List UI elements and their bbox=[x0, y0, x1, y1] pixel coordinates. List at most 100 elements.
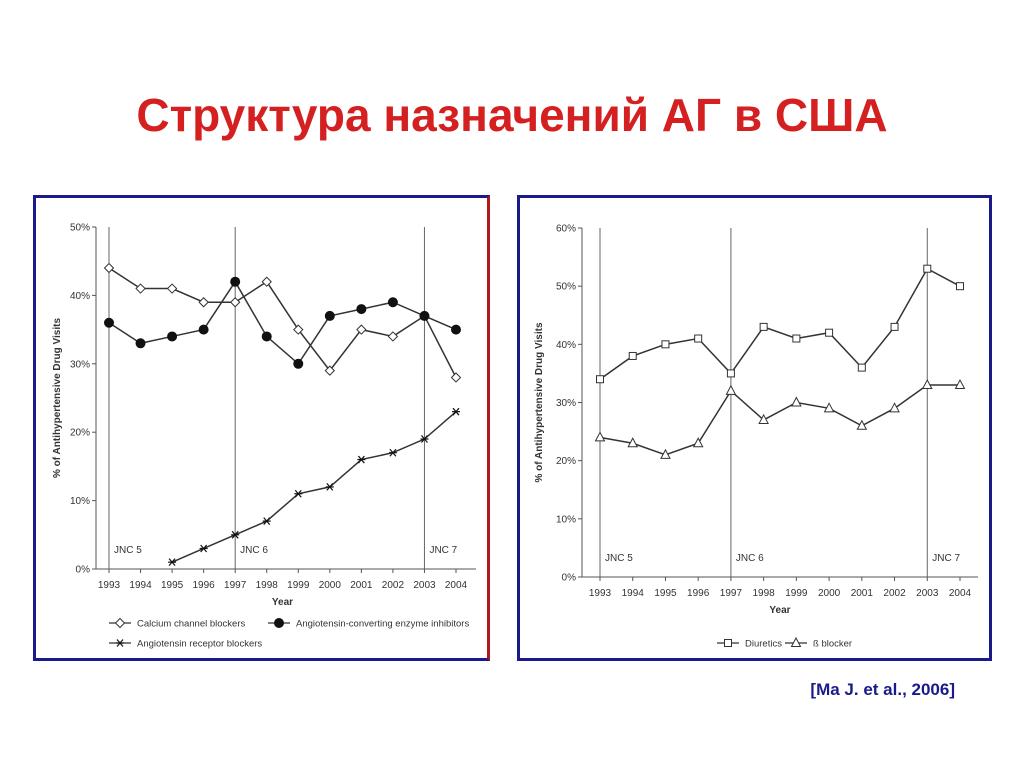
data-point bbox=[387, 297, 398, 308]
y-tick-label: 50% bbox=[70, 223, 90, 234]
star-marker-stroke bbox=[231, 530, 239, 539]
star-marker-stroke bbox=[326, 483, 334, 491]
star-marker-stroke bbox=[294, 489, 302, 498]
x-tick-label: 1995 bbox=[161, 580, 184, 591]
x-tick-label: 1994 bbox=[129, 580, 152, 591]
annotation-label: JNC 5 bbox=[605, 553, 633, 564]
data-point bbox=[954, 378, 966, 390]
chart-right: 0% 10% 20% 30% 40% 50% 60% 1993 1994 1995 1996 1997… bbox=[534, 224, 978, 650]
y-tick-label: 50% bbox=[556, 282, 576, 293]
data-point bbox=[135, 338, 146, 349]
data-point bbox=[792, 334, 801, 343]
series-line bbox=[108, 267, 457, 378]
data-point bbox=[135, 283, 146, 294]
series-line bbox=[108, 280, 457, 365]
x-tick-label: 2003 bbox=[916, 588, 939, 599]
data-point bbox=[356, 324, 367, 335]
data-point bbox=[661, 340, 670, 349]
y-tick-label: 40% bbox=[70, 291, 90, 302]
data-point bbox=[596, 375, 604, 384]
chart-panel-right: 0% 10% 20% 30% 40% 50% 60% 1993 1994 1995 1996 1997… bbox=[517, 195, 992, 661]
data-point bbox=[856, 419, 868, 430]
y-tick-label: 30% bbox=[556, 398, 576, 409]
star-marker-stroke bbox=[420, 435, 428, 443]
x-tick-label: 2000 bbox=[818, 588, 841, 599]
data-point bbox=[198, 297, 209, 308]
star-marker-stroke bbox=[452, 407, 460, 416]
series-line bbox=[599, 267, 961, 380]
x-tick-label: 2000 bbox=[319, 580, 342, 591]
y-tick-label: 0% bbox=[562, 573, 577, 584]
data-point bbox=[356, 304, 367, 315]
data-point bbox=[420, 435, 429, 443]
x-axis-title: Year bbox=[272, 597, 293, 608]
x-tick-label: 1999 bbox=[785, 588, 808, 599]
y-tick-label: 30% bbox=[70, 359, 90, 370]
chart-left: 0% 10% 20% 30% 40% 50% 1993 1994 1995 1996 1997 199… bbox=[52, 223, 476, 650]
y-tick-label: 0% bbox=[76, 565, 91, 576]
x-tick-label: 2004 bbox=[445, 580, 468, 591]
y-tick-label: 40% bbox=[556, 340, 576, 351]
data-point bbox=[921, 378, 933, 390]
x-tick-label: 2002 bbox=[382, 580, 405, 591]
legend-label: Angiotensin-converting enzyme inhibitors bbox=[296, 619, 469, 630]
data-point bbox=[168, 558, 177, 567]
y-axis-title: % of Antihypertensive Drug Visits bbox=[534, 322, 545, 482]
legend-label: Calcium channel blockers bbox=[137, 619, 245, 630]
x-tick-label: 2003 bbox=[413, 580, 436, 591]
data-point bbox=[823, 402, 835, 413]
data-point bbox=[825, 328, 834, 337]
x-tick-label: 1996 bbox=[193, 580, 216, 591]
legend-marker bbox=[116, 639, 124, 647]
slide-title: Структура назначений АГ в США bbox=[136, 89, 888, 141]
data-point bbox=[857, 363, 866, 372]
series-line bbox=[599, 384, 960, 456]
annotation-label: JNC 7 bbox=[429, 545, 457, 556]
legend-marker bbox=[790, 636, 802, 647]
x-tick-label: 2001 bbox=[350, 580, 373, 591]
citation: [Ma J. et al., 2006] bbox=[810, 680, 955, 699]
data-point bbox=[692, 437, 704, 448]
x-tick-label: 1998 bbox=[256, 580, 279, 591]
annotation-label: JNC 6 bbox=[736, 553, 764, 564]
data-point bbox=[450, 372, 462, 383]
y-tick-label: 20% bbox=[70, 428, 90, 439]
x-tick-label: 1995 bbox=[654, 588, 677, 599]
data-point bbox=[261, 331, 272, 342]
annotation-label: JNC 7 bbox=[932, 553, 960, 564]
legend-label: Diuretics bbox=[745, 639, 782, 650]
series-line bbox=[171, 411, 457, 563]
data-point bbox=[357, 455, 366, 464]
y-tick-label: 10% bbox=[556, 514, 576, 525]
x-tick-label: 1997 bbox=[720, 588, 743, 599]
data-point bbox=[890, 322, 899, 331]
data-point bbox=[229, 297, 241, 308]
data-point bbox=[293, 358, 304, 369]
data-point bbox=[324, 310, 335, 321]
data-point bbox=[198, 324, 209, 335]
annotation-label: JNC 6 bbox=[240, 545, 268, 556]
data-point bbox=[294, 489, 303, 498]
data-point bbox=[325, 483, 334, 491]
data-point bbox=[628, 351, 637, 360]
legend-marker bbox=[274, 618, 284, 628]
y-tick-label: 20% bbox=[556, 456, 576, 467]
star-marker-stroke bbox=[168, 558, 176, 567]
data-point bbox=[725, 384, 737, 395]
legend-marker bbox=[114, 617, 126, 629]
data-point bbox=[791, 396, 802, 407]
x-tick-label: 1998 bbox=[753, 588, 776, 599]
data-point bbox=[451, 324, 461, 335]
data-point bbox=[104, 317, 114, 328]
x-tick-label: 1996 bbox=[687, 588, 710, 599]
data-point bbox=[758, 413, 769, 424]
data-point bbox=[627, 437, 639, 448]
data-point bbox=[199, 544, 208, 553]
star-marker-stroke bbox=[200, 544, 208, 553]
legend-label: Angiotensin receptor blockers bbox=[137, 639, 262, 650]
data-point bbox=[759, 322, 768, 331]
star-marker-stroke bbox=[116, 639, 124, 647]
data-point bbox=[324, 365, 336, 376]
data-point bbox=[166, 283, 178, 294]
x-tick-label: 1999 bbox=[287, 580, 310, 591]
